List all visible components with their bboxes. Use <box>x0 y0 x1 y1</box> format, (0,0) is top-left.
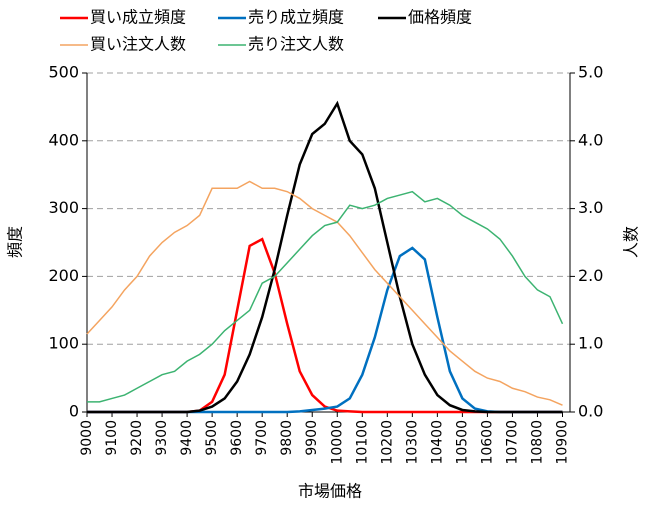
x-axis-label: 市場価格 <box>298 482 362 501</box>
x-tick-label: 9500 <box>204 420 220 456</box>
y-tick-label: 200 <box>48 266 79 285</box>
series-line <box>87 190 564 403</box>
legend-label: 売り注文人数 <box>248 35 344 54</box>
legend-label: 買い注文人数 <box>90 35 186 54</box>
y-tick-label: 0 <box>69 402 79 421</box>
x-tick-label: 9200 <box>129 420 145 456</box>
series-line <box>87 100 563 414</box>
y2-tick-label: 3.0 <box>578 198 603 217</box>
y-tick-label: 500 <box>48 63 79 82</box>
y2-tick-label: 0.0 <box>578 402 603 421</box>
x-tick-label: 10000 <box>329 420 345 465</box>
y-tick-label: 400 <box>48 130 79 149</box>
legend-label: 価格頻度 <box>408 8 472 27</box>
x-tick-label: 10100 <box>354 420 370 465</box>
x-tick-label: 9900 <box>304 420 320 456</box>
x-tick-label: 9700 <box>254 420 270 456</box>
x-tick-label: 10700 <box>504 420 520 465</box>
series-line <box>86 180 563 406</box>
x-tick-label: 10900 <box>554 420 570 465</box>
x-tick-label: 10400 <box>429 420 445 465</box>
x-tick-label: 10200 <box>379 420 395 465</box>
y-axis-label: 頻度 <box>6 226 25 258</box>
x-tick-label: 9300 <box>154 420 170 456</box>
series-line <box>87 246 563 414</box>
legend-label: 売り成立頻度 <box>248 8 344 27</box>
x-tick-label: 9400 <box>179 420 195 456</box>
x-tick-label: 9800 <box>279 420 295 456</box>
x-tick-label: 10300 <box>404 420 420 465</box>
y-tick-label: 300 <box>48 198 79 217</box>
x-tick-label: 10800 <box>529 420 545 465</box>
y2-tick-label: 5.0 <box>578 63 603 82</box>
y-tick-label: 100 <box>48 334 79 353</box>
x-tick-label: 9600 <box>229 420 245 456</box>
y2-axis-label: 人数 <box>622 226 641 258</box>
series-line <box>87 237 563 414</box>
x-tick-label: 10500 <box>454 420 470 465</box>
x-tick-label: 9100 <box>104 420 120 456</box>
y2-tick-label: 1.0 <box>578 334 603 353</box>
y2-tick-label: 2.0 <box>578 266 603 285</box>
x-tick-label: 10600 <box>479 420 495 465</box>
legend-label: 買い成立頻度 <box>90 8 186 27</box>
y2-tick-label: 4.0 <box>578 130 603 149</box>
x-tick-label: 9000 <box>79 420 95 456</box>
